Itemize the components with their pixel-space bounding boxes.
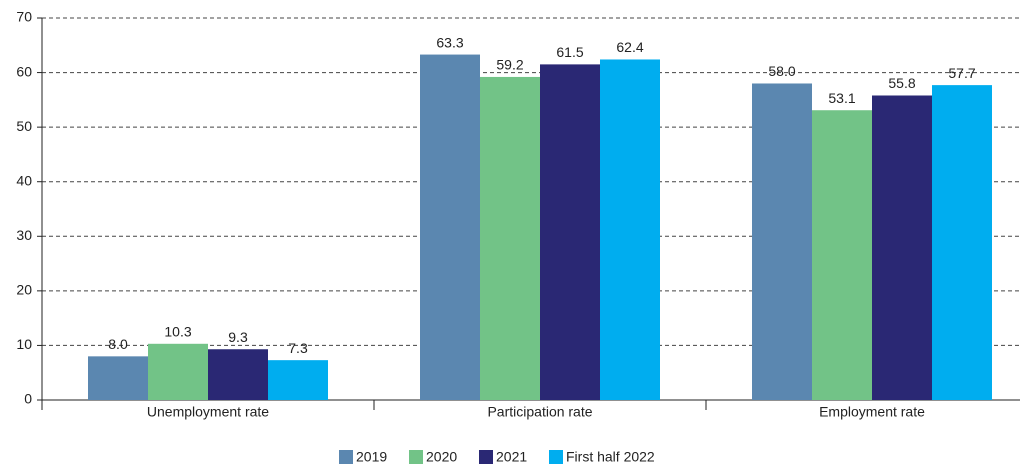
- value-label: 8.0: [108, 336, 128, 352]
- bar: [88, 356, 148, 400]
- legend-label: First half 2022: [566, 449, 655, 465]
- value-label: 57.7: [948, 65, 975, 81]
- bar: [540, 64, 600, 400]
- bar: [812, 110, 872, 401]
- y-tick-label: 70: [16, 9, 32, 25]
- legend-swatch: [479, 450, 493, 464]
- x-tick-label: Unemployment rate: [147, 404, 269, 420]
- legend-label: 2021: [496, 449, 527, 465]
- bar: [872, 95, 932, 401]
- x-tick-label: Employment rate: [819, 404, 925, 420]
- legend-label: 2020: [426, 449, 457, 465]
- value-label: 7.3: [288, 340, 308, 356]
- y-tick-label: 0: [24, 391, 32, 407]
- value-label: 59.2: [496, 57, 523, 73]
- value-label: 55.8: [888, 75, 915, 91]
- bar: [932, 85, 992, 400]
- value-label: 62.4: [616, 39, 643, 55]
- x-tick-label: Participation rate: [487, 404, 592, 420]
- value-label: 10.3: [164, 323, 191, 339]
- value-label: 63.3: [436, 34, 463, 50]
- y-tick-label: 10: [16, 336, 32, 352]
- bar: [420, 54, 480, 400]
- y-tick-label: 20: [16, 282, 32, 298]
- legend-swatch: [339, 450, 353, 464]
- legend-swatch: [549, 450, 563, 464]
- bar: [268, 360, 328, 400]
- bar: [208, 349, 268, 400]
- y-tick-label: 50: [16, 118, 32, 134]
- y-tick-label: 30: [16, 227, 32, 243]
- bar: [480, 76, 540, 401]
- legend-swatch: [409, 450, 423, 464]
- y-tick-label: 60: [16, 63, 32, 79]
- bar: [752, 83, 812, 400]
- legend-label: 2019: [356, 449, 387, 465]
- bar: [148, 343, 208, 400]
- bar: [600, 59, 660, 401]
- value-label: 9.3: [228, 329, 248, 345]
- value-label: 58.0: [768, 63, 795, 79]
- value-label: 61.5: [556, 44, 583, 60]
- y-tick-label: 40: [16, 172, 32, 188]
- value-label: 53.1: [828, 90, 855, 106]
